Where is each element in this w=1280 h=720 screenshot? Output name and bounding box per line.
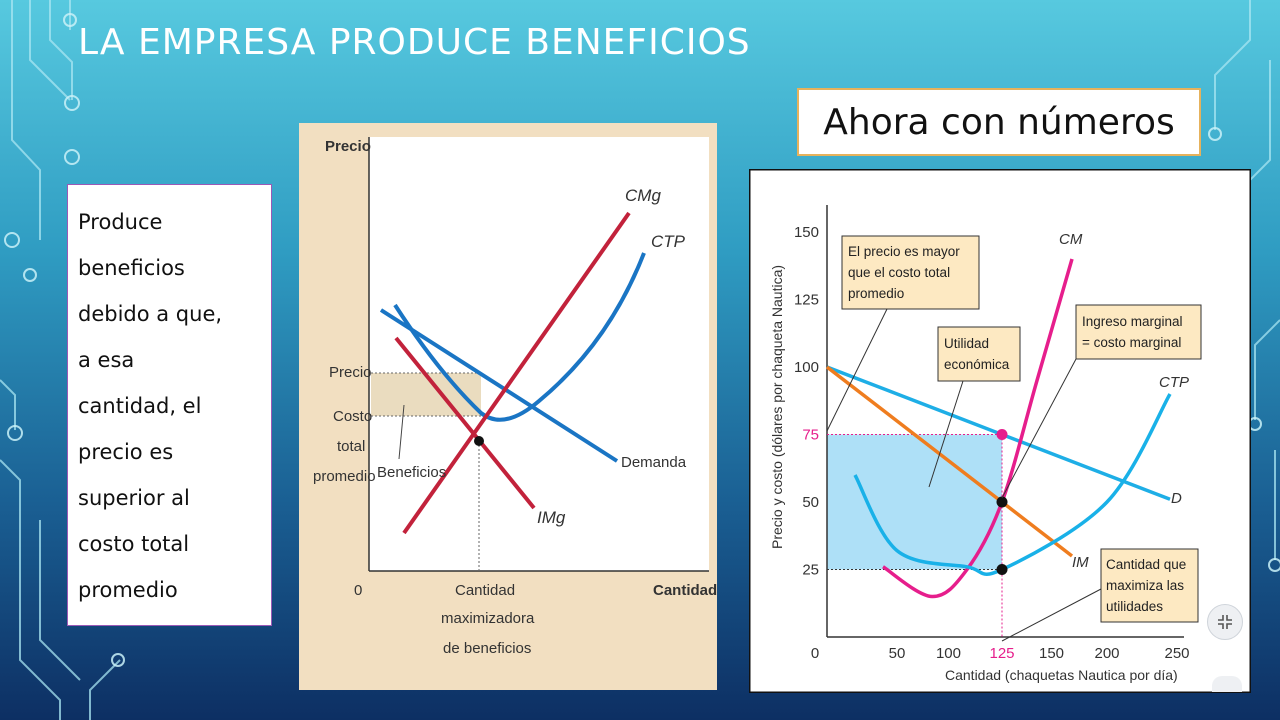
x-tick-label: 125 [989, 645, 1014, 662]
text-line: cantidad, el [78, 394, 202, 418]
x-tick-label: 200 [1094, 645, 1119, 662]
numbers-label: Ahora con números [823, 101, 1175, 143]
atc-tick-label: Costo [333, 408, 372, 425]
profit-callout-line: económica [944, 357, 1010, 372]
text-line: superior al [78, 486, 190, 510]
price-callout-pointer [826, 308, 888, 432]
y-tick-label: 50 [802, 494, 819, 511]
price-callout-line: El precio es mayor [848, 244, 960, 259]
mr-mc-point [996, 496, 1008, 508]
collapse-icon [1218, 615, 1232, 629]
atc-label: CTP [651, 232, 686, 251]
demand-curve [379, 308, 619, 463]
origin-label: 0 [354, 582, 362, 599]
price-callout-line: que el costo total [848, 265, 950, 280]
mr-mc-callout-line: Ingreso marginal [1082, 314, 1183, 329]
y-tick-label: 100 [794, 359, 819, 376]
y-axis-label: Precio [325, 138, 371, 155]
quantity-callout-box [1100, 548, 1199, 623]
mc-label: CMg [625, 186, 661, 205]
atc-curve [393, 252, 646, 422]
x-tick-label: 0 [811, 645, 819, 662]
quantity-callout-pointer [1001, 588, 1102, 642]
text-line: debido a que, [78, 302, 223, 326]
y-axis-title: Precio y costo (dólares por chaqueta Nau… [769, 265, 785, 549]
profit-pointer [398, 404, 405, 460]
profit-callout-line: Utilidad [944, 336, 989, 351]
quantity-callout-line: Cantidad que [1106, 557, 1186, 572]
mr-mc-callout-box [1075, 304, 1202, 360]
y-tick-label: 75 [802, 427, 819, 444]
im-curve-label: IM [1072, 554, 1089, 571]
slide-title: LA EMPRESA PRODUCE BENEFICIOS [78, 22, 751, 63]
quantity-callout-line: utilidades [1106, 599, 1163, 614]
mr-curve [394, 336, 536, 510]
price-point [996, 429, 1008, 440]
y-tick-label: 25 [802, 562, 819, 579]
price-callout-line: promedio [848, 286, 904, 301]
text-line: a esa [78, 348, 135, 372]
plot-area [369, 137, 709, 571]
demand-label: Demanda [621, 454, 687, 471]
quantity-callout-line: maximiza las [1106, 578, 1184, 593]
x-axis-label: Cantidad [653, 582, 717, 599]
profit-callout-pointer [928, 380, 964, 488]
y-tick-label: 125 [794, 292, 819, 309]
text-line: Produce [78, 210, 163, 234]
bottom-toolbar-button[interactable] [1212, 676, 1242, 692]
atc-tick-label: total [337, 438, 365, 455]
x-tick-label: 150 [1039, 645, 1064, 662]
x-tick-label: 100 [936, 645, 961, 662]
fullscreen-button[interactable] [1207, 604, 1243, 640]
text-line: promedio [78, 578, 178, 602]
economic-profit-area [827, 434, 1002, 570]
quantity-tick-label: maximizadora [441, 610, 535, 627]
numeric-profit-chart: 25 50 75 100 125 150 0 50 100 125 150 200 250 Precio… [749, 169, 1251, 693]
explanation-textbox: Produce beneficios debido a que, a esa c… [67, 184, 272, 626]
quantity-tick-label: de beneficios [443, 640, 531, 657]
text-line: beneficios [78, 256, 185, 280]
atc-point [996, 564, 1008, 575]
d-curve-label: D [1171, 490, 1182, 507]
text-line: costo total [78, 532, 190, 556]
mr-mc-callout-line: = costo marginal [1082, 335, 1181, 350]
cm-curve-label: CM [1059, 231, 1083, 248]
x-tick-label: 250 [1164, 645, 1189, 662]
price-tick-label: Precio [329, 364, 372, 381]
quantity-tick-label: Cantidad [455, 582, 515, 599]
atc-tick-label: promedio [313, 468, 376, 485]
price-callout-box [841, 235, 980, 310]
mc-curve [402, 211, 631, 535]
numbers-label-box: Ahora con números [797, 88, 1201, 156]
ctp-curve-label: CTP [1159, 374, 1189, 391]
series-ctp-line [853, 393, 1172, 576]
profit-label: Beneficios [377, 464, 446, 481]
y-tick-label: 150 [794, 224, 819, 241]
profit-callout-box [937, 326, 1021, 382]
x-axis-title: Cantidad (chaquetas Nautica por día) [945, 667, 1178, 683]
conceptual-profit-figure: Precio Cantidad 0 Precio Costo total pro… [299, 123, 717, 690]
mr-label: IMg [537, 508, 566, 527]
optimum-point [474, 436, 484, 446]
text-line: precio es [78, 440, 174, 464]
mr-mc-callout-pointer [1001, 358, 1077, 499]
x-tick-label: 50 [889, 645, 906, 662]
